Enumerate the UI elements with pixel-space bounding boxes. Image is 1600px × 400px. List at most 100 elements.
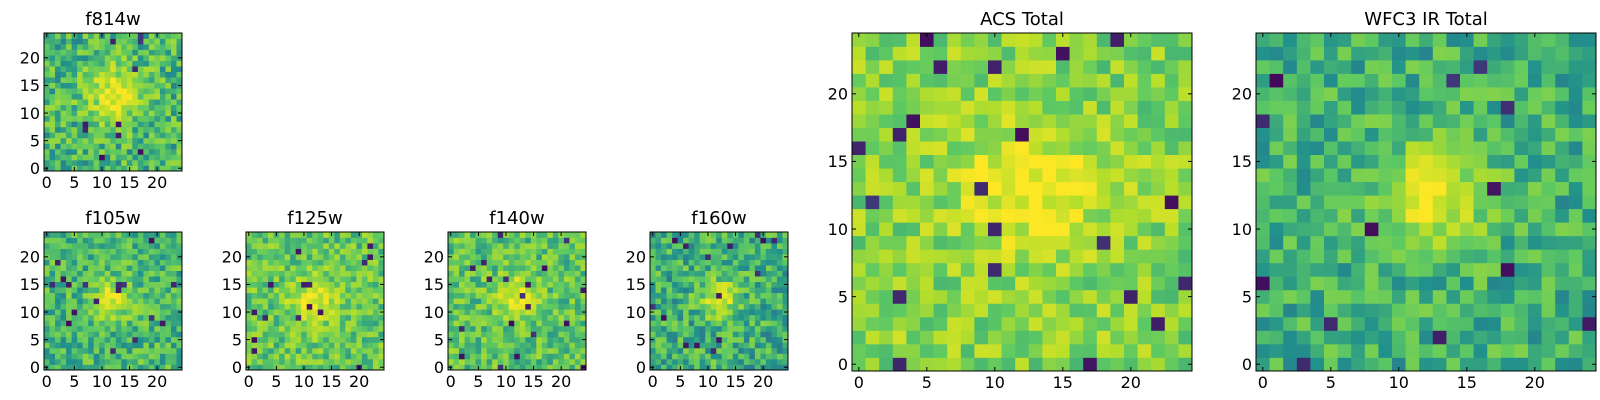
heatmap-cell [1110, 276, 1125, 291]
heatmap-cell [906, 181, 921, 196]
heatmap-cell [655, 336, 662, 343]
heatmap-cell [661, 276, 667, 283]
heatmap-cell [906, 46, 921, 61]
heatmap-cell [574, 237, 581, 244]
heatmap-cell [453, 336, 460, 343]
heatmap-cell [1001, 222, 1016, 237]
heatmap-cell [60, 314, 67, 321]
heatmap-cell [93, 298, 100, 305]
heatmap-cell [1269, 303, 1284, 318]
heatmap-cell [650, 259, 656, 266]
heatmap-cell [1392, 87, 1406, 101]
heatmap-cell [974, 343, 989, 358]
heatmap-cell [974, 181, 989, 196]
heatmap-cell [771, 287, 778, 294]
heatmap-cell [137, 77, 144, 84]
heatmap-cell [453, 342, 460, 349]
heatmap-cell [1083, 262, 1098, 277]
heatmap-cell [132, 292, 139, 299]
heatmap-cell [558, 309, 565, 316]
heatmap-cell [453, 303, 460, 310]
heatmap-cell [55, 110, 61, 117]
heatmap-cell [459, 358, 465, 365]
heatmap-cell [1110, 46, 1125, 61]
heatmap-cell [165, 281, 172, 288]
heatmap-cell [906, 168, 921, 183]
heatmap-cell [301, 265, 308, 271]
heatmap-cell [372, 303, 379, 310]
heatmap-cell [372, 298, 379, 305]
heatmap-cell [273, 254, 280, 260]
heatmap-cell [475, 292, 482, 299]
x-tick-label: 15 [119, 173, 139, 192]
y-tick-label: 0 [434, 358, 444, 377]
heatmap-cell [486, 254, 493, 260]
heatmap-cell [459, 265, 465, 271]
heatmap-cell [306, 254, 313, 260]
heatmap-cell [66, 232, 72, 238]
heatmap-cell [49, 71, 56, 78]
heatmap-cell [1164, 222, 1179, 237]
heatmap-cell [306, 303, 313, 310]
heatmap-cell [110, 309, 117, 316]
heatmap-cell [154, 276, 161, 283]
heatmap-cell [1069, 316, 1084, 331]
heatmap-cell [530, 331, 537, 338]
heatmap-cell [60, 303, 67, 310]
heatmap-cell [541, 342, 548, 349]
panel-title: f105w [85, 208, 140, 229]
heatmap-cell [1378, 154, 1393, 169]
heatmap-cell [906, 114, 921, 128]
heatmap-cell [306, 314, 313, 321]
heatmap-cell [530, 259, 537, 266]
heatmap-cell [159, 60, 166, 67]
heatmap-cell [44, 353, 50, 360]
heatmap-cell [154, 82, 161, 89]
heatmap-cell [574, 232, 581, 238]
heatmap-cell [44, 270, 50, 277]
heatmap-cell [1364, 330, 1379, 345]
x-tick-label: 20 [551, 372, 571, 391]
heatmap-cell [1568, 127, 1583, 142]
heatmap-cell [1500, 330, 1515, 345]
heatmap-cell [55, 115, 61, 122]
heatmap-cell [1337, 235, 1352, 250]
heatmap-cell [350, 259, 357, 266]
heatmap-cell [683, 292, 689, 299]
heatmap-cell [55, 33, 61, 39]
heatmap-cell [132, 137, 139, 144]
heatmap-cell [1528, 181, 1542, 196]
heatmap-cell [514, 347, 521, 354]
heatmap-cell [492, 314, 499, 321]
heatmap-cell [328, 320, 335, 327]
heatmap-cell [552, 232, 559, 238]
heatmap-cell [1446, 127, 1461, 142]
heatmap-cell [44, 148, 50, 155]
heatmap-cell [776, 259, 783, 266]
heatmap-cell [1151, 262, 1166, 277]
heatmap-cell [306, 347, 313, 354]
heatmap-cell [143, 232, 150, 238]
heatmap-cell [1056, 343, 1070, 358]
heatmap-cell [378, 259, 385, 266]
heatmap-cell [1568, 343, 1583, 358]
heatmap-cell [295, 342, 302, 349]
heatmap-cell [694, 325, 701, 332]
heatmap-cell [738, 287, 745, 294]
heatmap-cell [771, 276, 778, 283]
heatmap-cell [55, 132, 61, 139]
heatmap-cell [1378, 249, 1393, 264]
heatmap-cell [170, 110, 177, 117]
heatmap-cell [974, 289, 989, 304]
heatmap-cell [290, 248, 297, 255]
heatmap-cell [1487, 249, 1502, 264]
heatmap-cell [497, 314, 504, 321]
heatmap-cell [345, 309, 352, 316]
heatmap-cell [1555, 154, 1570, 169]
heatmap-cell [361, 358, 368, 365]
heatmap-cell [514, 353, 521, 360]
heatmap-cell [126, 38, 133, 45]
heatmap-cell [743, 320, 750, 327]
heatmap-cell [93, 115, 100, 122]
heatmap-cell [988, 60, 1002, 74]
